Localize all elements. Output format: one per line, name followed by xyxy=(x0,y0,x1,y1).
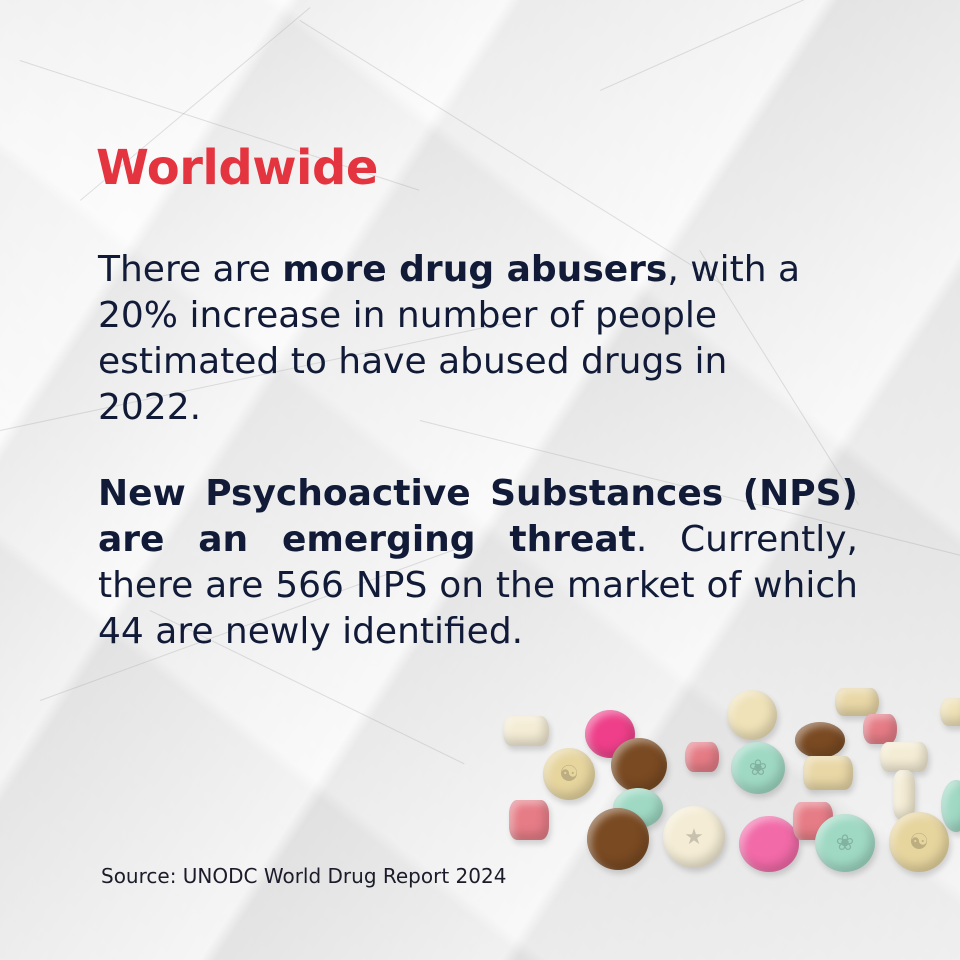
pill-image: ☯ xyxy=(889,812,949,872)
source-citation: Source: UNODC World Drug Report 2024 xyxy=(101,864,507,888)
page-title: Worldwide xyxy=(96,140,378,196)
pill-image: ☯ xyxy=(543,748,595,800)
pills-illustration: ☯ ❀ ★ ❀ ☯ xyxy=(495,680,960,900)
paragraph2-suffix: . Currently, there are 566 NPS on the ma… xyxy=(98,519,858,652)
pill-image: ❀ xyxy=(815,814,875,872)
pill-image: ❀ xyxy=(731,742,785,794)
pill-image: ★ xyxy=(663,806,725,868)
pill-image xyxy=(739,816,799,872)
pill-image xyxy=(795,722,845,758)
pill-image xyxy=(863,714,897,744)
pill-image xyxy=(611,738,667,792)
paragraph1-emphasis: more drug abusers xyxy=(282,249,668,290)
drug-abusers-paragraph: There are more drug abusers, with a 20% … xyxy=(98,247,838,431)
pill-image xyxy=(685,742,719,772)
paragraph1-prefix: There are xyxy=(98,249,283,290)
pill-image xyxy=(941,780,960,832)
pill-image xyxy=(587,808,649,870)
paragraph2-emphasis: New Psychoactive Substances (NPS) are an… xyxy=(98,473,858,560)
paragraph1-suffix: , with a 20% increase in number of peopl… xyxy=(98,249,801,428)
pill-image xyxy=(503,716,549,746)
pill-image xyxy=(835,688,879,716)
nps-paragraph: New Psychoactive Substances (NPS) are an… xyxy=(98,471,858,655)
pill-image xyxy=(893,770,915,820)
pill-image xyxy=(940,698,960,726)
pill-image xyxy=(509,800,549,840)
pill-image xyxy=(727,690,777,740)
pill-image xyxy=(803,756,853,790)
pill-image xyxy=(880,742,928,772)
